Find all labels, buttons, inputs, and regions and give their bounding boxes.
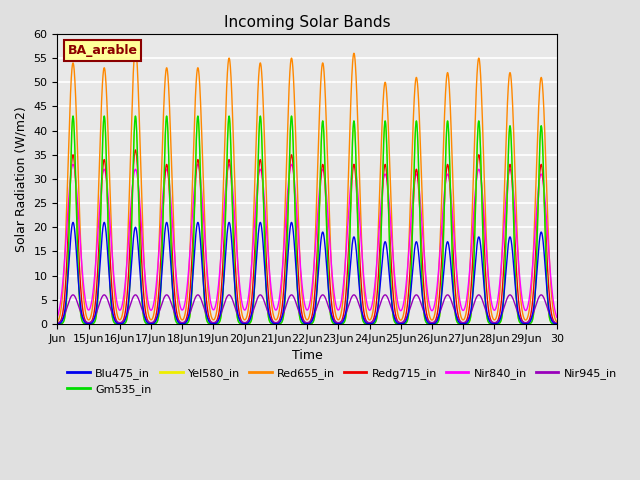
Title: Incoming Solar Bands: Incoming Solar Bands — [224, 15, 390, 30]
Legend: Blu475_in, Gm535_in, Yel580_in, Red655_in, Redg715_in, Nir840_in, Nir945_in: Blu475_in, Gm535_in, Yel580_in, Red655_i… — [63, 363, 621, 399]
X-axis label: Time: Time — [292, 349, 323, 362]
Text: BA_arable: BA_arable — [67, 44, 138, 57]
Y-axis label: Solar Radiation (W/m2): Solar Radiation (W/m2) — [15, 106, 28, 252]
